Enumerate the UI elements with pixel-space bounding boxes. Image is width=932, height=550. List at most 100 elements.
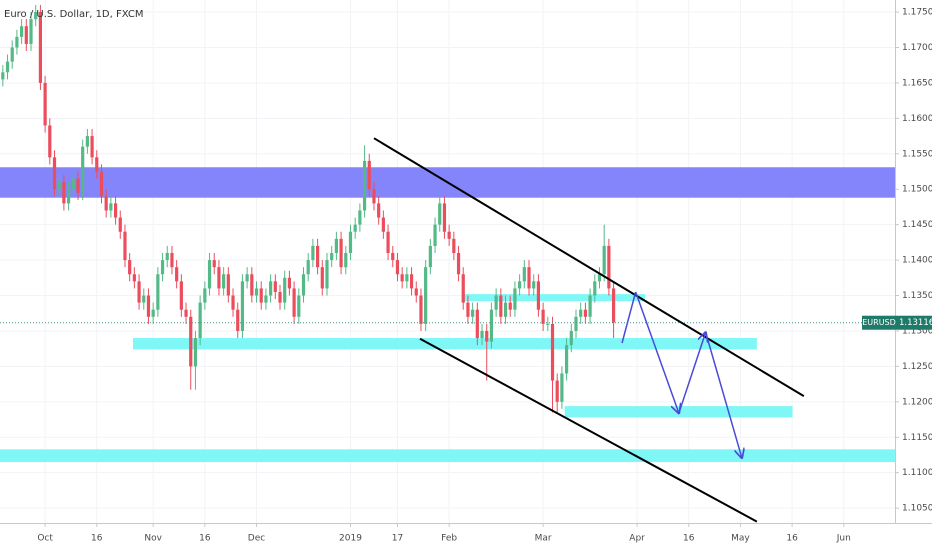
candle-body [409, 274, 414, 289]
candle-body [353, 224, 357, 232]
price-label: 1.13116 [899, 318, 932, 328]
candle-body [306, 260, 310, 275]
y-tick-label: 1.12500 [902, 362, 932, 372]
candle-body [348, 231, 353, 253]
y-tick-label: 1.12000 [902, 397, 932, 407]
candle-body [560, 373, 564, 402]
x-tick-label: 17 [392, 534, 403, 544]
x-tick-label: Dec [248, 534, 265, 544]
candle-body [287, 277, 292, 289]
candle-body [367, 160, 371, 190]
candle-body [344, 252, 348, 268]
y-tick-label: 1.11500 [902, 433, 932, 443]
candle-body [588, 295, 592, 317]
candle-body [536, 281, 541, 310]
candle-body [442, 203, 447, 232]
candle-body [564, 345, 569, 374]
x-tick-label: May [731, 534, 750, 544]
y-tick-label: 1.17500 [902, 8, 932, 18]
candle-body [452, 238, 456, 253]
candle-body [438, 203, 442, 225]
projection-arrow [704, 332, 742, 457]
candle-body [203, 288, 207, 303]
candle-body [81, 146, 85, 193]
candle-body [325, 260, 329, 289]
candle-body [513, 288, 517, 310]
candle-body [522, 267, 526, 282]
candle-body [15, 36, 19, 48]
candle-body [320, 267, 324, 289]
candle-body [245, 274, 249, 282]
candle-body [109, 203, 113, 211]
symbol-label: EURUSD [862, 318, 896, 327]
y-tick-label: 1.17000 [902, 43, 932, 53]
candle-body [400, 274, 404, 282]
candle-body [212, 260, 216, 268]
candle-body [485, 330, 489, 342]
x-tick-label: Jun [836, 534, 851, 544]
candle-body [405, 274, 409, 282]
candle-body [273, 281, 277, 292]
price-badge [896, 315, 932, 330]
candle-body [424, 267, 428, 324]
candle-body [231, 295, 235, 310]
x-tick-label: 16 [786, 534, 798, 544]
candle-body [297, 295, 301, 317]
candle-body [381, 217, 385, 232]
candle-body [555, 380, 559, 402]
candle-body [104, 196, 108, 211]
candle-body [377, 203, 381, 218]
candle-body [240, 281, 245, 331]
trend-line [373, 137, 805, 398]
candle-body [503, 302, 508, 317]
candle-body [602, 245, 606, 275]
candle-body [175, 267, 179, 282]
candle-body [207, 260, 212, 289]
candle-body [414, 288, 418, 296]
candle-body [597, 274, 602, 282]
candle-body [226, 274, 230, 296]
candle-body [137, 281, 141, 303]
candle-body [118, 217, 122, 232]
candle-body [301, 274, 306, 296]
candle-body [372, 189, 376, 204]
candle-body [433, 224, 437, 246]
candle-body [264, 295, 268, 303]
candle-body [283, 277, 287, 303]
x-tick-label: 16 [91, 534, 103, 544]
projection-arrow [678, 332, 706, 414]
candle-body [57, 182, 61, 190]
y-tick-label: 1.16500 [902, 78, 932, 88]
x-tick-label: Apr [629, 534, 645, 544]
y-tick-label: 1.16000 [902, 114, 932, 124]
candle-body [142, 295, 146, 303]
candle-body [85, 136, 89, 147]
x-tick-label: 16 [683, 534, 695, 544]
y-tick-label: 1.14500 [902, 220, 932, 230]
candle-body [269, 281, 273, 296]
candle-body [95, 157, 99, 172]
y-tick-label: 1.14000 [902, 256, 932, 266]
candle-body [574, 316, 578, 331]
candle-body [43, 82, 47, 126]
candle-body [113, 203, 118, 218]
candle-body [358, 210, 362, 225]
candle-body [471, 309, 475, 317]
candle-body [189, 316, 193, 367]
candle-body [475, 309, 479, 339]
candle-body [156, 274, 160, 310]
candle-body [99, 171, 104, 197]
zone [461, 294, 646, 302]
x-tick-label: 2019 [339, 534, 362, 544]
candle-body [362, 160, 367, 211]
candle-body [132, 274, 136, 282]
candle-body [518, 281, 522, 289]
candle-body [160, 260, 165, 275]
candle-body [217, 267, 221, 289]
candle-body [456, 252, 461, 275]
x-tick-label: Oct [37, 534, 53, 544]
candle-body [391, 252, 395, 261]
symbol-badge [862, 315, 896, 330]
candle-body [334, 238, 338, 253]
